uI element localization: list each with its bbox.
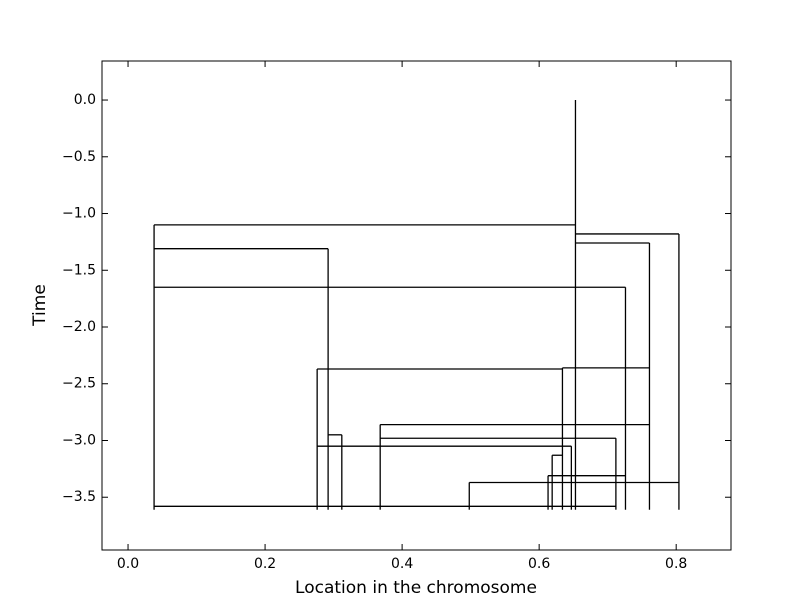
y-tick-label: −2.5: [62, 376, 96, 392]
y-tick-label: −2.0: [62, 319, 96, 335]
plot-frame: [101, 60, 732, 551]
y-tick-label: 0.0: [74, 92, 96, 108]
y-tick-label: −0.5: [62, 149, 96, 165]
x-tick-label: 0.8: [665, 556, 687, 572]
y-tick-label: −1.0: [62, 206, 96, 222]
y-axis-label: Time: [30, 284, 50, 327]
x-tick-label: 0.2: [254, 556, 276, 572]
x-tick-label: 0.0: [117, 556, 139, 572]
y-tick-label: −3.5: [62, 489, 96, 505]
y-tick-label: −3.0: [62, 432, 96, 448]
x-tick-label: 0.6: [528, 556, 550, 572]
y-tick-label: −1.5: [62, 262, 96, 278]
x-axis-label: Location in the chromosome: [295, 578, 537, 598]
x-tick-label: 0.4: [391, 556, 413, 572]
